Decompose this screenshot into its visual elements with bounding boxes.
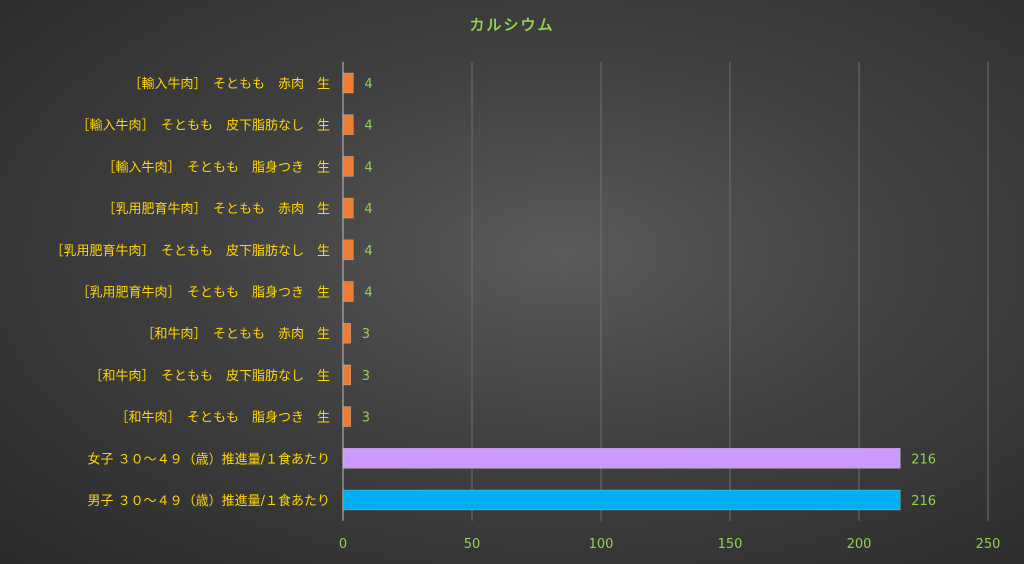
bar [342, 489, 901, 511]
gridlines [342, 62, 989, 521]
chart-title: カルシウム [469, 16, 555, 34]
category-label: ［輸入牛肉］ そともも 赤肉 生 [128, 77, 330, 92]
data-label: 3 [362, 369, 370, 384]
category-label: ［乳用肥育牛肉］ そともも 皮下脂肪なし 生 [50, 243, 330, 259]
data-label: 3 [362, 411, 370, 426]
bars [342, 72, 901, 511]
category-label: 男子 ３０～４９（歳）推進量/１食あたり [87, 493, 330, 509]
data-label: 4 [364, 119, 372, 134]
bar [342, 281, 354, 302]
data-label: 216 [911, 452, 936, 467]
category-label: ［乳用肥育牛肉］ そともも 赤肉 生 [102, 201, 330, 217]
category-label: 女子 ３０～４９（歳）推進量/１食あたり [87, 451, 330, 467]
labels: 0 50 100 150 200 250 ［輸入牛肉］ そともも 赤肉 生 4 ［輸入牛肉］ そ… [50, 77, 1000, 552]
bar [342, 114, 354, 135]
bar [342, 364, 352, 386]
category-label: ［輸入牛肉］ そともも 脂身つき 生 [102, 159, 330, 175]
data-label: 4 [364, 244, 372, 259]
x-tick-label: 50 [464, 537, 481, 552]
x-tick-label: 250 [976, 537, 1001, 552]
x-tick-label: 100 [589, 537, 614, 552]
bar [342, 406, 352, 427]
data-label: 216 [911, 494, 936, 509]
data-label: 3 [362, 327, 370, 342]
data-label: 4 [364, 202, 372, 217]
data-label: 4 [364, 160, 372, 175]
category-label: ［輸入牛肉］ そともも 皮下脂肪なし 生 [76, 118, 330, 134]
bar [342, 156, 354, 177]
category-label: ［和牛肉］ そともも 皮下脂肪なし 生 [89, 368, 330, 384]
x-tick-label: 200 [847, 537, 872, 552]
bar [342, 447, 901, 469]
bar [342, 239, 354, 261]
data-label: 4 [364, 286, 372, 301]
bar [342, 322, 352, 344]
x-tick-label: 150 [718, 537, 743, 552]
category-label: ［和牛肉］ そともも 脂身つき 生 [115, 410, 330, 426]
category-label: ［乳用肥育牛肉］ そともも 脂身つき 生 [76, 285, 330, 301]
bar [342, 197, 354, 219]
bar [342, 72, 354, 94]
data-label: 4 [364, 77, 372, 92]
x-tick-label: 0 [339, 537, 347, 552]
category-label: ［和牛肉］ そともも 赤肉 生 [141, 327, 330, 342]
